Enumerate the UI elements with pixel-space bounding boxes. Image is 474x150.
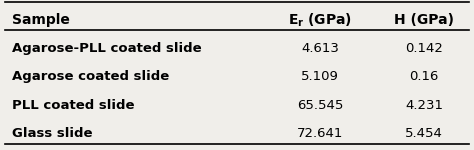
Text: Sample: Sample xyxy=(12,13,70,27)
Text: Agarose coated slide: Agarose coated slide xyxy=(12,70,169,84)
Text: $\mathbf{E_r}$ (GPa): $\mathbf{E_r}$ (GPa) xyxy=(288,12,352,29)
Text: H (GPa): H (GPa) xyxy=(394,13,454,27)
Text: 65.545: 65.545 xyxy=(297,99,343,112)
Text: 5.454: 5.454 xyxy=(405,127,443,140)
Text: PLL coated slide: PLL coated slide xyxy=(12,99,134,112)
Text: 0.16: 0.16 xyxy=(410,70,439,84)
Text: 0.142: 0.142 xyxy=(405,42,443,55)
Text: Agarose-PLL coated slide: Agarose-PLL coated slide xyxy=(12,42,201,55)
Text: 5.109: 5.109 xyxy=(301,70,339,84)
Text: 72.641: 72.641 xyxy=(297,127,343,140)
Text: 4.613: 4.613 xyxy=(301,42,339,55)
Text: Glass slide: Glass slide xyxy=(12,127,92,140)
Text: 4.231: 4.231 xyxy=(405,99,443,112)
